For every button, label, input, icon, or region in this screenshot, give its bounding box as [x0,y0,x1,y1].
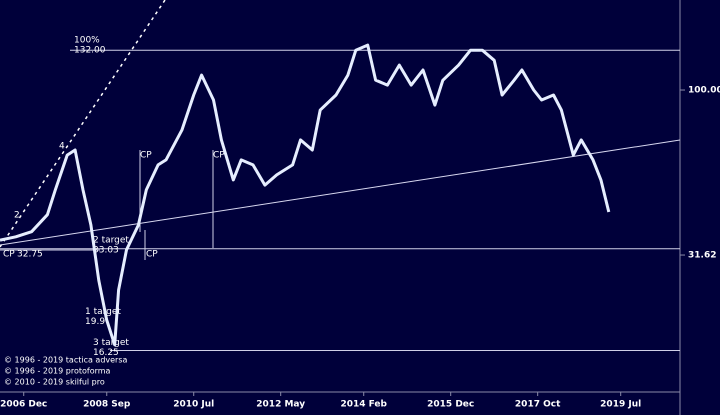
annotation: CP [146,250,158,260]
x-tick-label: 2012 May [256,400,305,410]
level-value: 16.25 [93,348,119,358]
credit: © 1996 - 2019 protoforma [4,367,111,376]
x-tick-label: 2014 Feb [340,400,387,410]
trend-line [0,139,681,246]
trend-dotted [0,0,166,248]
credit: © 1996 - 2019 tactica adversa [4,356,128,365]
annotation: 2 [14,211,20,221]
y-tick-label: 31.62 [688,251,716,261]
level-value: 32.75 [17,250,43,260]
level-value: 33.03 [93,245,119,255]
level-value: 132.00 [74,46,106,56]
credit: © 2010 - 2019 skilful pro [4,378,105,387]
x-tick-label: 2015 Dec [427,400,474,410]
x-tick-label: 2010 Jul [173,400,214,410]
price-line [0,43,611,347]
annotation: CP [213,151,225,161]
level-label: 2 target [93,235,129,245]
annotation: 4 [59,142,65,152]
level-label: CP [3,250,15,260]
x-tick-label: 2006 Dec [0,400,47,410]
x-tick-label: 2008 Sep [83,400,131,410]
level-label: 100% [74,36,100,46]
x-tick-label: 2017 Oct [515,400,561,410]
level-label: 1 target [85,307,121,317]
level-label: 3 target [93,338,129,348]
y-tick-label: 100.00 [688,86,720,96]
x-tick-label: 2019 Jul [600,400,641,410]
annotation: CP [140,151,152,161]
level-value: 19.9 [85,317,105,327]
